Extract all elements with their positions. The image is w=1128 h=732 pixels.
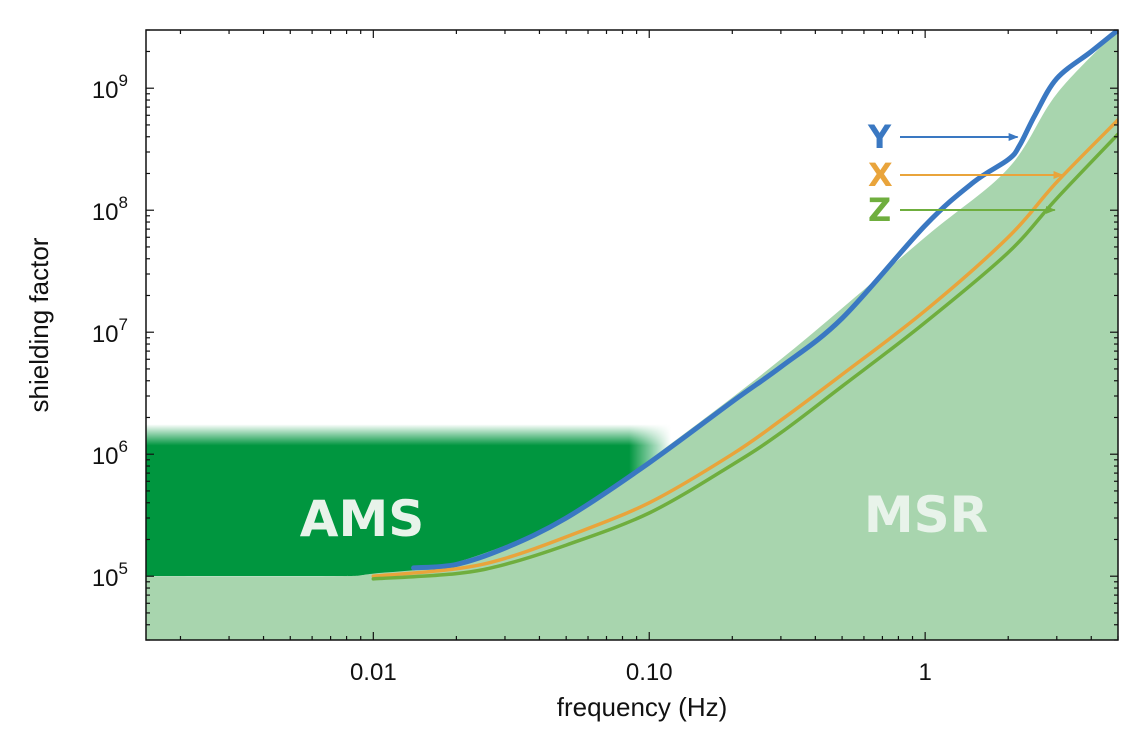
series-label-y: Y bbox=[867, 118, 892, 156]
plot-frame bbox=[145, 29, 1119, 641]
series-label-x: X bbox=[868, 156, 893, 194]
msr-region-label: MSR bbox=[864, 486, 988, 544]
y-tick-label: 105 bbox=[92, 559, 128, 592]
x-tick-label: 0.10 bbox=[626, 659, 673, 686]
x-tick-label: 1 bbox=[918, 659, 931, 686]
y-tick-label: 106 bbox=[92, 437, 128, 470]
series-line-z bbox=[371, 132, 1118, 581]
series-line-x bbox=[371, 118, 1118, 578]
y-tick-label: 108 bbox=[92, 193, 128, 226]
series-line-y bbox=[411, 30, 1118, 571]
msr-region bbox=[146, 30, 1118, 640]
series-label-z: Z bbox=[868, 191, 891, 229]
y-axis-title: shielding factor bbox=[24, 237, 54, 412]
y-tick-label: 107 bbox=[92, 315, 128, 348]
x-tick-label: 0.01 bbox=[350, 659, 397, 686]
ams-region-label: AMS bbox=[300, 490, 424, 548]
x-axis-title: frequency (Hz) bbox=[557, 692, 728, 722]
y-tick-label: 109 bbox=[92, 71, 128, 104]
